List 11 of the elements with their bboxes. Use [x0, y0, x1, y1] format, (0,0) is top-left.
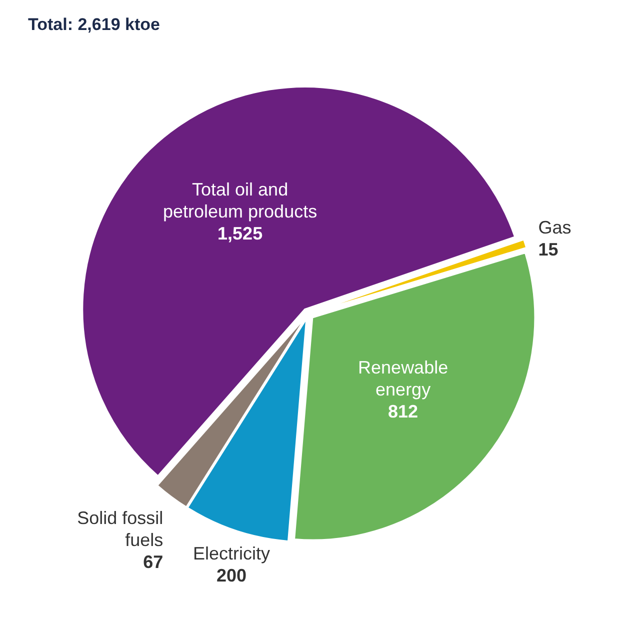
- data-label: 67: [143, 552, 164, 572]
- data-label: 812: [388, 402, 418, 422]
- data-label: 200: [216, 566, 247, 586]
- chart-title: Total: 2,619 ktoe: [28, 15, 160, 34]
- slice-label: Total oil and petroleum products: [163, 180, 318, 222]
- data-label: 1,525: [218, 224, 263, 244]
- data-label: 15: [538, 239, 558, 260]
- slice-label: Solid fossil fuels: [77, 508, 164, 550]
- slice-label: Electricity: [193, 544, 270, 564]
- slice-label: Gas: [538, 217, 572, 238]
- slice-label: Renewable energy: [358, 358, 448, 400]
